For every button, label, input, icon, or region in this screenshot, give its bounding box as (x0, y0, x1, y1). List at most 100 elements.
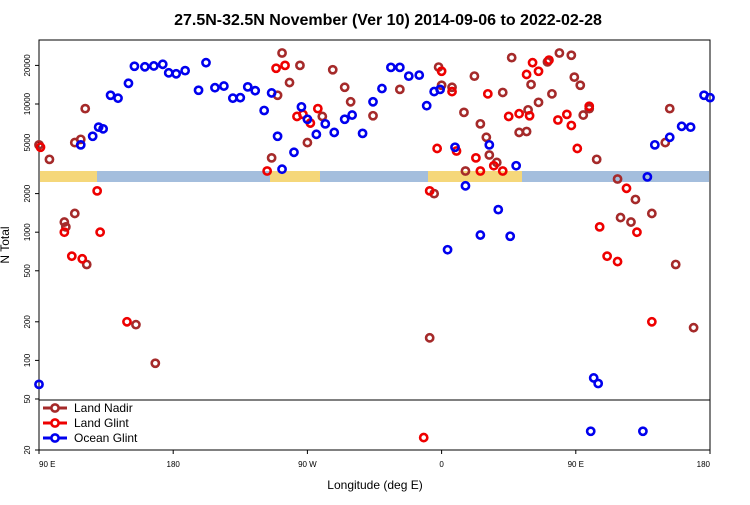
data-point (218, 81, 229, 91)
data-point (482, 88, 493, 99)
data-point (484, 139, 495, 150)
data-point (129, 61, 140, 72)
data-point (139, 61, 150, 72)
data-point (157, 59, 168, 70)
data-point (418, 432, 429, 443)
data-point (339, 82, 350, 93)
data-point (250, 85, 261, 96)
x-axis: 90 E 180 90 W 0 90 E 180 (38, 450, 711, 469)
data-point (511, 160, 522, 171)
data-point (345, 96, 356, 107)
data-point (497, 166, 508, 176)
data-point (311, 129, 322, 140)
data-point (705, 92, 715, 103)
data-point (386, 62, 396, 73)
data-point (533, 66, 544, 77)
data-point (547, 88, 557, 99)
data-point (493, 204, 504, 215)
data-point (59, 217, 70, 227)
y-tick-label: 20 (23, 445, 32, 454)
data-point (442, 244, 453, 255)
data-point (602, 251, 613, 262)
data-point (105, 90, 116, 101)
data-point (424, 185, 435, 196)
data-point (593, 378, 604, 389)
data-point (526, 79, 536, 90)
data-point (470, 152, 481, 163)
data-point (92, 185, 103, 196)
data-point (66, 251, 77, 262)
data-point (460, 180, 471, 191)
data-point (630, 194, 641, 205)
data-point (475, 230, 486, 240)
data-point (403, 71, 414, 82)
data-point (505, 231, 516, 242)
y-axis-label: N Total (0, 226, 12, 263)
y-tick-label: 20000 (23, 54, 32, 77)
data-point (481, 132, 492, 143)
data-point (277, 164, 287, 175)
data-point (368, 96, 378, 107)
data-point (588, 373, 599, 383)
data-point (685, 122, 696, 133)
data-point (317, 111, 328, 122)
data-point (475, 166, 486, 176)
data-point (163, 67, 174, 78)
data-point (150, 358, 161, 369)
data-point (262, 166, 273, 176)
y-tick-label: 1000 (23, 223, 32, 241)
data-point (646, 208, 657, 219)
data-point (447, 82, 457, 93)
data-point (123, 78, 134, 89)
data-point (95, 227, 106, 238)
data-point (561, 109, 572, 120)
data-point (302, 137, 313, 148)
y-tick-label: 50 (23, 394, 32, 403)
x-tick-label: 90 E (39, 460, 55, 469)
data-point (377, 83, 387, 94)
data-point (569, 72, 580, 83)
data-point (621, 183, 632, 194)
data-point (553, 115, 563, 125)
data-point (484, 150, 495, 160)
data-point (122, 316, 132, 327)
data-point (394, 84, 405, 95)
data-point (646, 316, 657, 327)
x-tick-label: 90 W (298, 460, 317, 469)
x-axis-label: Longitude (deg E) (327, 478, 422, 492)
data-point (435, 84, 446, 95)
data-point (447, 86, 457, 97)
legend-label: Land Glint (74, 416, 129, 430)
data-point (670, 259, 681, 270)
data-point (506, 52, 517, 63)
data-point (201, 57, 211, 68)
data-point (514, 127, 525, 138)
data-point (591, 154, 602, 165)
data-point (488, 160, 499, 171)
data-point (193, 85, 204, 96)
data-point (329, 127, 340, 138)
data-point (259, 105, 270, 116)
data-point (289, 147, 299, 158)
data-point (35, 142, 46, 153)
y-tick-label: 5000 (23, 133, 32, 151)
data-point (664, 132, 675, 143)
y-axis: 20 50 100 200 500 1000 2000 5000 10000 20000 (23, 54, 39, 454)
data-point (312, 103, 323, 114)
data-point (612, 174, 623, 184)
chart-title: 27.5N-32.5N November (Ver 10) 2014-09-06… (174, 12, 602, 29)
data-point (148, 61, 159, 71)
data-point (585, 426, 596, 437)
data-point (235, 92, 246, 103)
data-point (280, 60, 290, 71)
strip-ocean-0 (97, 171, 270, 182)
data-point (75, 139, 86, 150)
data-point (421, 100, 432, 111)
data-point (347, 110, 358, 120)
data-point (649, 139, 660, 150)
data-point (612, 256, 623, 267)
data-point (436, 66, 447, 77)
data-point (638, 426, 648, 437)
data-point (578, 110, 589, 120)
strip-ocean-1 (320, 171, 428, 182)
